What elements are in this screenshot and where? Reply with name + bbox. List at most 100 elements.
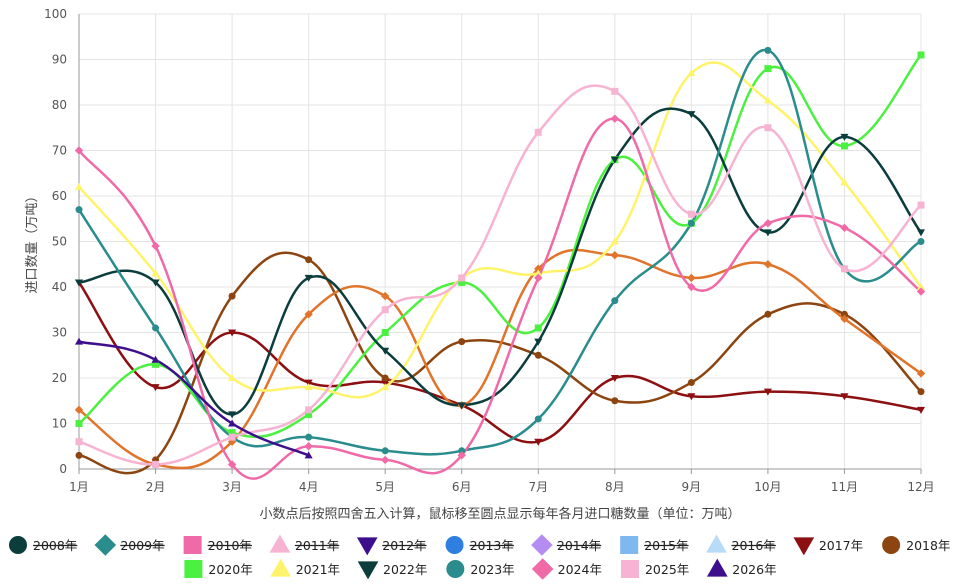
data-point-2019年-11月[interactable] bbox=[840, 314, 849, 324]
data-point-2023年-2月[interactable] bbox=[152, 324, 160, 332]
legend-item-2015年[interactable]: 2015年 bbox=[620, 536, 689, 554]
data-point-2019年-1月[interactable] bbox=[74, 405, 84, 415]
data-point-2024年-6月[interactable] bbox=[457, 451, 466, 460]
data-point-2023年-6月[interactable] bbox=[458, 447, 466, 455]
data-point-2025年-5月[interactable] bbox=[381, 306, 389, 314]
data-point-2017年-7月[interactable] bbox=[534, 438, 543, 446]
data-point-2022年-3月[interactable] bbox=[228, 411, 237, 419]
data-point-2021年-3月[interactable] bbox=[228, 373, 237, 381]
data-point-2024年-2月[interactable] bbox=[151, 241, 160, 251]
data-point-2019年-8月[interactable] bbox=[610, 250, 620, 260]
data-point-2021年-12月[interactable] bbox=[916, 282, 926, 290]
data-point-2024年-12月[interactable] bbox=[916, 287, 926, 296]
data-point-2017年-9月[interactable] bbox=[687, 393, 696, 401]
data-point-2025年-12月[interactable] bbox=[917, 201, 925, 209]
data-point-2019年-3月[interactable] bbox=[227, 437, 237, 446]
legend-item-2012年[interactable]: 2012年 bbox=[356, 537, 427, 556]
data-point-2025年-9月[interactable] bbox=[687, 210, 695, 218]
data-point-2025年-4月[interactable] bbox=[305, 406, 313, 414]
data-point-2025年-10月[interactable] bbox=[764, 124, 772, 132]
data-point-2022年-10月[interactable] bbox=[763, 229, 772, 237]
data-point-2025年-7月[interactable] bbox=[534, 128, 542, 136]
legend-item-2018年[interactable]: 2018年 bbox=[882, 536, 950, 554]
legend-item-2009年[interactable]: 2009年 bbox=[94, 534, 165, 556]
data-point-2020年-1月[interactable] bbox=[75, 420, 83, 427]
data-point-2018年-3月[interactable] bbox=[228, 292, 236, 300]
data-point-2017年-3月[interactable] bbox=[228, 329, 237, 337]
legend-item-2020年[interactable]: 2020年 bbox=[184, 560, 253, 578]
data-point-2026年-4月[interactable] bbox=[304, 451, 313, 459]
data-point-2025年-2月[interactable] bbox=[152, 460, 160, 468]
data-point-2025年-11月[interactable] bbox=[840, 265, 848, 273]
data-point-2024年-1月[interactable] bbox=[74, 146, 84, 155]
data-point-2018年-11月[interactable] bbox=[840, 310, 848, 318]
data-point-2017年-11月[interactable] bbox=[840, 393, 849, 401]
data-point-2022年-2月[interactable] bbox=[151, 279, 160, 287]
data-point-2021年-11月[interactable] bbox=[840, 178, 849, 186]
data-point-2023年-12月[interactable] bbox=[917, 238, 925, 245]
data-point-2022年-8月[interactable] bbox=[610, 156, 619, 164]
data-point-2018年-5月[interactable] bbox=[381, 374, 389, 382]
data-point-2023年-4月[interactable] bbox=[305, 433, 313, 441]
data-points[interactable] bbox=[74, 46, 926, 469]
data-point-2021年-1月[interactable] bbox=[74, 182, 84, 190]
data-point-2022年-6月[interactable] bbox=[457, 402, 466, 410]
legend-item-2008年[interactable]: 2008年 bbox=[9, 536, 78, 554]
data-point-2023年-7月[interactable] bbox=[534, 415, 542, 423]
data-point-2019年-9月[interactable] bbox=[687, 273, 696, 283]
data-point-2025年-1月[interactable] bbox=[75, 438, 83, 446]
data-point-2018年-4月[interactable] bbox=[305, 256, 313, 264]
data-point-2021年-2月[interactable] bbox=[151, 269, 160, 277]
legend-item-2021年[interactable]: 2021年 bbox=[270, 558, 340, 577]
data-point-2020年-12月[interactable] bbox=[917, 51, 925, 59]
legend-item-2014年[interactable]: 2014年 bbox=[531, 534, 602, 556]
data-point-2018年-8月[interactable] bbox=[611, 397, 619, 405]
data-point-2019年-5月[interactable] bbox=[380, 291, 390, 301]
data-point-2024年-11月[interactable] bbox=[840, 223, 849, 233]
data-point-2023年-5月[interactable] bbox=[381, 447, 389, 455]
data-point-2020年-5月[interactable] bbox=[381, 329, 389, 336]
data-point-2018年-10月[interactable] bbox=[764, 310, 772, 318]
data-point-2020年-6月[interactable] bbox=[458, 278, 466, 286]
data-point-2022年-12月[interactable] bbox=[916, 229, 926, 237]
data-point-2022年-1月[interactable] bbox=[74, 279, 84, 287]
data-point-2019年-10月[interactable] bbox=[763, 260, 773, 269]
data-point-2026年-3月[interactable] bbox=[228, 419, 237, 427]
legend-item-2026年[interactable]: 2026年 bbox=[706, 558, 777, 577]
data-point-2018年-7月[interactable] bbox=[534, 351, 542, 359]
data-point-2023年-1月[interactable] bbox=[75, 206, 83, 214]
data-point-2019年-4月[interactable] bbox=[304, 310, 313, 319]
data-point-2017年-2月[interactable] bbox=[151, 384, 160, 392]
data-point-2024年-7月[interactable] bbox=[534, 273, 543, 283]
data-point-2024年-4月[interactable] bbox=[304, 442, 313, 451]
data-point-2024年-3月[interactable] bbox=[227, 460, 237, 469]
data-point-2017年-8月[interactable] bbox=[610, 375, 619, 383]
data-point-2025年-8月[interactable] bbox=[611, 87, 619, 95]
data-point-2020年-3月[interactable] bbox=[228, 429, 236, 437]
data-point-2021年-5月[interactable] bbox=[381, 383, 390, 391]
data-point-2022年-9月[interactable] bbox=[687, 111, 696, 119]
data-point-2023年-9月[interactable] bbox=[687, 219, 695, 227]
legend-item-2025年[interactable]: 2025年 bbox=[620, 560, 689, 578]
data-point-2017年-10月[interactable] bbox=[763, 388, 772, 396]
data-point-2022年-4月[interactable] bbox=[304, 274, 313, 282]
data-point-2024年-9月[interactable] bbox=[687, 282, 696, 292]
data-point-2020年-4月[interactable] bbox=[305, 410, 313, 418]
data-point-2021年-8月[interactable] bbox=[610, 237, 619, 245]
data-point-2022年-11月[interactable] bbox=[840, 133, 849, 141]
data-point-2021年-9月[interactable] bbox=[687, 69, 696, 77]
data-point-2020年-10月[interactable] bbox=[764, 65, 772, 73]
data-point-2025年-3月[interactable] bbox=[228, 433, 236, 441]
data-point-2018年-6月[interactable] bbox=[458, 338, 466, 346]
data-point-2018年-12月[interactable] bbox=[917, 388, 925, 396]
legend-item-2011年[interactable]: 2011年 bbox=[269, 534, 340, 553]
legend-item-2023年[interactable]: 2023年 bbox=[446, 560, 515, 578]
data-point-2026年-1月[interactable] bbox=[74, 337, 84, 345]
data-point-2019年-12月[interactable] bbox=[916, 369, 926, 378]
data-point-2020年-7月[interactable] bbox=[534, 324, 542, 332]
data-point-2023年-8月[interactable] bbox=[611, 297, 619, 305]
data-point-2026年-2月[interactable] bbox=[151, 355, 160, 363]
data-point-2021年-7月[interactable] bbox=[534, 269, 543, 277]
data-point-2020年-11月[interactable] bbox=[840, 142, 848, 150]
data-point-2018年-1月[interactable] bbox=[75, 451, 83, 459]
